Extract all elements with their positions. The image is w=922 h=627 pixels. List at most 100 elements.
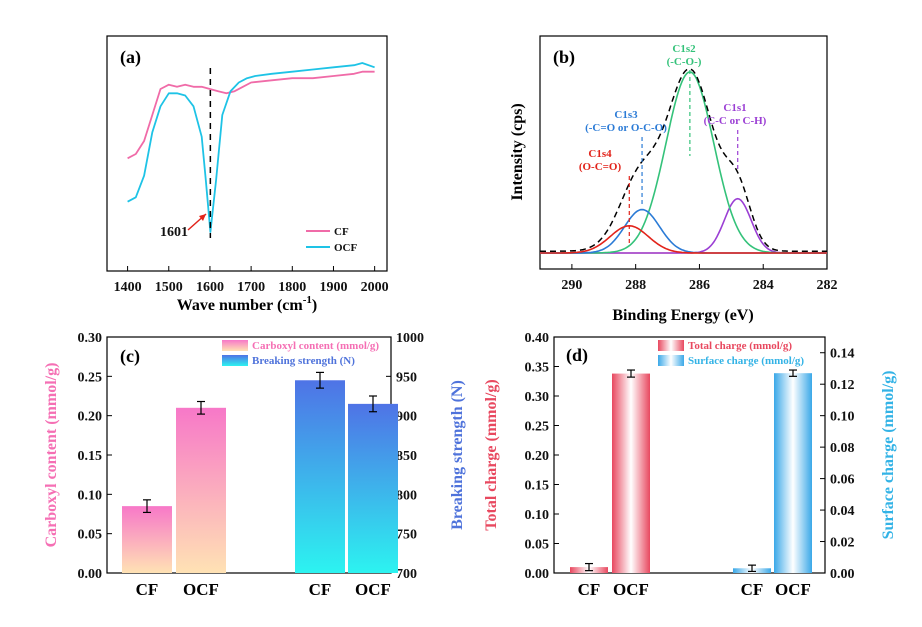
panel-c-y2tick-label: 950: [396, 370, 417, 385]
panel-a-legend-label: CF: [334, 226, 349, 238]
panel-d-ytick-label: 0.10: [525, 508, 550, 523]
panel-d-label: (d): [566, 345, 588, 366]
panel-d-legend-label: Total charge (mmol/g): [688, 340, 792, 352]
panel-c-ytick-label: 0.00: [78, 567, 103, 582]
panel-b-envelope: [540, 68, 827, 252]
panel-b-frame: [539, 35, 828, 270]
panel-c-bar-ocf: [176, 407, 226, 573]
panel-b-peak-name: C1s3: [614, 109, 638, 121]
panel-d-bar-ocf: [612, 373, 650, 573]
panel-d-ytick-label: 0.35: [525, 361, 550, 376]
panel-b-peak-assignment: (C-C or C-H): [704, 115, 767, 127]
panel-d-ytick-label: 0.30: [525, 390, 550, 405]
panel-a-legend-label: OCF: [334, 242, 358, 254]
panel-c-ytick-label: 0.10: [78, 488, 103, 503]
panel-a-xtick-label: 1600: [196, 280, 224, 295]
panel-a-xtick-label: 1900: [319, 280, 347, 295]
panel-c-ytick-label: 0.25: [78, 370, 103, 385]
panel-c-bars: (c) Carboxyl content (mmol/g) Breaking s…: [43, 331, 466, 599]
panel-b-label: (b): [553, 47, 575, 68]
panel-c-label: (c): [120, 346, 140, 367]
panel-a-line-cf: [127, 70, 375, 160]
panel-c-ytick-label: 0.05: [78, 528, 103, 543]
panel-d-y2tick-label: 0.06: [830, 473, 855, 488]
panel-d-y2tick-label: 0.08: [830, 441, 855, 456]
panel-d-ylabel: Total charge (mmol/g): [483, 379, 500, 530]
panel-b-peak-assignment: (-C=O or O-C-O): [585, 122, 667, 134]
panel-c-ylabel: Carboxyl content (mmol/g): [43, 363, 60, 548]
panel-d-category-label: CF: [578, 580, 601, 599]
panel-b-ylabel: Intensity (cps): [509, 103, 526, 200]
panel-d-legend-swatch: [658, 355, 684, 366]
panel-d-y2label: Surface charge (mmol/g): [880, 371, 897, 540]
panel-d-ytick-label: 0.05: [525, 538, 550, 553]
panel-d-legend-swatch: [658, 340, 684, 351]
panel-a-line-ocf: [127, 62, 375, 233]
panel-a-arrowhead: [199, 214, 206, 221]
panel-c-bar-ocf: [348, 403, 398, 573]
panel-b-peak-c1s4: [540, 224, 827, 254]
panel-c-y2tick-label: 800: [396, 488, 417, 503]
panel-d-y2tick-label: 0.04: [830, 504, 855, 519]
panel-b-xlabel: Binding Energy (eV): [612, 307, 753, 324]
panel-d-ytick-label: 0.25: [525, 420, 550, 435]
panel-c-y2tick-label: 900: [396, 410, 417, 425]
panel-a-xtick-label: 2000: [361, 280, 389, 295]
panel-a-label: (a): [120, 47, 141, 68]
panel-a-annotation: 1601: [160, 225, 188, 240]
panel-d-ytick-label: 0.20: [525, 449, 550, 464]
panel-c-category-label: CF: [309, 580, 332, 599]
panel-c-category-label: OCF: [355, 580, 391, 599]
panel-a-xtick-label: 1700: [237, 280, 265, 295]
panel-c-y2label: Breaking strength (N): [449, 380, 466, 530]
panel-b-xps: (b) Intensity (cps) Binding Energy (eV) …: [509, 35, 838, 324]
panel-b-peak-assignment: (O-C=O): [579, 161, 622, 173]
panel-d-bars: (d) Total charge (mmol/g) Surface charge…: [483, 331, 897, 599]
panel-b-peak-name: C1s4: [588, 148, 612, 160]
panel-d-category-label: OCF: [775, 580, 811, 599]
panel-c-ytick-label: 0.15: [78, 449, 103, 464]
panel-b-peak-c1s1: [540, 197, 827, 254]
panel-d-ytick-label: 0.15: [525, 479, 550, 494]
panel-d-legend-label: Surface charge (mmol/g): [688, 355, 804, 367]
panel-b-xtick-label: 286: [689, 278, 710, 293]
panel-c-legend-label: Carboxyl content (mmol/g): [252, 340, 379, 352]
panel-d-y2tick-label: 0.02: [830, 536, 855, 551]
panel-a-xtick-label: 1500: [155, 280, 183, 295]
panel-a-frame: [106, 35, 388, 272]
panel-d-y2tick-label: 0.00: [830, 567, 855, 582]
panel-b-peak-name: C1s2: [672, 43, 696, 55]
panel-c-bar-cf: [122, 506, 172, 573]
panel-d-y2tick-label: 0.14: [830, 347, 855, 362]
panel-d-bar-ocf: [774, 373, 812, 573]
panel-c-y2tick-label: 850: [396, 449, 417, 464]
panel-d-category-label: OCF: [613, 580, 649, 599]
panel-d-ytick-label: 0.40: [525, 331, 550, 346]
panel-c-ytick-label: 0.20: [78, 410, 103, 425]
panel-c-category-label: OCF: [183, 580, 219, 599]
panel-c-legend-swatch: [222, 355, 248, 366]
panel-c-bar-cf: [295, 380, 345, 573]
panel-b-xtick-label: 288: [625, 278, 646, 293]
panel-d-ytick-label: 0.00: [525, 567, 550, 582]
panel-d-y2tick-label: 0.12: [830, 378, 855, 393]
panel-b-xtick-label: 284: [753, 278, 774, 293]
panel-c-legend-swatch: [222, 340, 248, 351]
panel-c-y2tick-label: 700: [396, 567, 417, 582]
panel-c-ytick-label: 0.30: [78, 331, 103, 346]
panel-b-peak-name: C1s1: [723, 102, 746, 114]
panel-c-y2tick-label: 1000: [396, 331, 424, 346]
panel-d-category-label: CF: [741, 580, 764, 599]
panel-c-legend-label: Breaking strength (N): [252, 355, 355, 367]
panel-a-xlabel: Wave number (cm-1): [177, 294, 317, 314]
panel-a-ftir: (a) 1400 1500 1600 1700 1800 1900 2000 Wave nu…: [106, 35, 389, 314]
panel-b-xtick-label: 282: [817, 278, 838, 293]
panel-a-xtick-label: 1400: [114, 280, 142, 295]
panel-c-category-label: CF: [136, 580, 159, 599]
panel-d-y2tick-label: 0.10: [830, 410, 855, 425]
panel-b-peak-assignment: (-C-O-): [667, 56, 702, 68]
panel-b-peak-c1s3: [540, 208, 827, 254]
panel-b-xtick-label: 290: [561, 278, 582, 293]
panel-c-y2tick-label: 750: [396, 528, 417, 543]
